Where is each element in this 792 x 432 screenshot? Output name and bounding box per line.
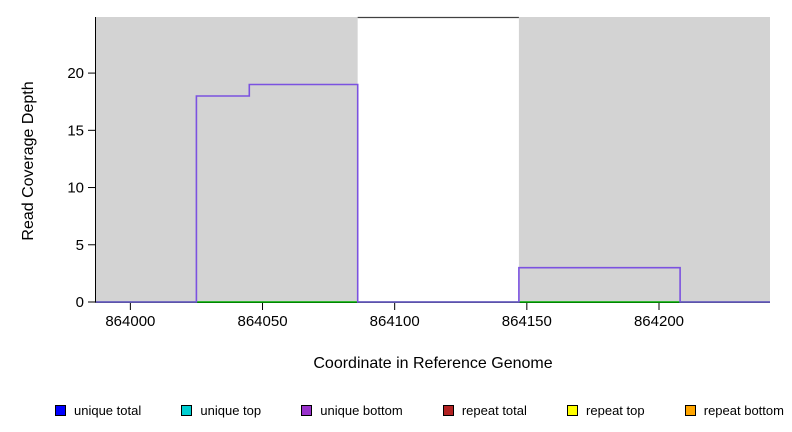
series-unique-bottom-coverage: [96, 83, 770, 303]
legend-item: unique total: [55, 403, 141, 418]
highlight-region: [357, 17, 519, 302]
legend-label: unique top: [200, 402, 262, 418]
legend-swatch-icon: [301, 404, 313, 416]
legend-label: unique bottom: [320, 402, 403, 418]
x-tick-label: 864000: [105, 313, 155, 330]
legend-item: unique bottom: [301, 402, 403, 418]
x-axis-title: Coordinate in Reference Genome: [313, 355, 553, 372]
y-tick-label: 15: [67, 122, 84, 139]
y-tick-label: 0: [76, 294, 84, 311]
legend-swatch-icon: [55, 404, 66, 416]
legend-label: repeat top: [586, 402, 645, 418]
y-tick-label: 20: [67, 65, 84, 82]
legend-swatch-icon: [567, 404, 579, 416]
y-axis-title: Read Coverage Depth: [20, 81, 37, 241]
legend-item: repeat total: [442, 402, 527, 418]
legend-item: repeat top: [567, 403, 645, 418]
y-tick-label: 10: [67, 180, 84, 197]
legend-label: repeat bottom: [703, 402, 784, 418]
x-tick-label: 864200: [634, 313, 684, 330]
x-tick-label: 864150: [502, 313, 552, 330]
legend-item: repeat bottom: [684, 402, 784, 418]
legend-item: unique top: [181, 403, 261, 418]
legend-label: unique total: [74, 402, 142, 418]
legend-swatch-icon: [181, 404, 193, 416]
x-tick-label: 864100: [370, 313, 420, 330]
y-tick-label: 5: [76, 237, 84, 254]
legend-swatch-icon: [442, 404, 454, 416]
legend: unique total unique top unique bottom repea…: [55, 399, 784, 421]
x-tick-label: 864050: [237, 313, 287, 330]
legend-label: repeat total: [461, 402, 527, 418]
legend-swatch-icon: [684, 404, 696, 416]
